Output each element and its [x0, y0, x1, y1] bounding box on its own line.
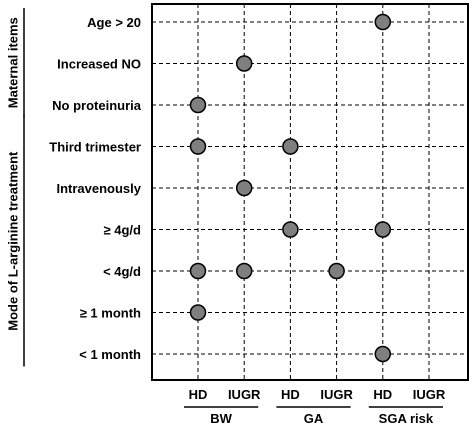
data-point [237, 264, 252, 279]
data-point [283, 139, 298, 154]
row-group-label: Maternal items [6, 17, 21, 108]
column-label: IUGR [320, 387, 353, 402]
column-group-label: GA [304, 411, 324, 426]
data-point [191, 139, 206, 154]
plot-frame [152, 4, 468, 380]
row-label: No proteinuria [52, 98, 142, 113]
data-point [237, 56, 252, 71]
column-group-label: BW [210, 411, 232, 426]
row-label: Increased NO [57, 57, 141, 72]
data-point [283, 222, 298, 237]
data-point [375, 15, 390, 30]
data-point [375, 347, 390, 362]
column-group-label: SGA risk [379, 411, 434, 426]
row-label: ≥ 1 month [80, 306, 141, 321]
column-label: HD [373, 387, 392, 402]
data-point [237, 181, 252, 196]
grid-lines [152, 4, 468, 380]
row-label: Third trimester [49, 140, 141, 155]
row-group-label: Mode of L-arginine treatment [6, 151, 21, 331]
data-point [191, 264, 206, 279]
column-label: IUGR [413, 387, 446, 402]
data-point [329, 264, 344, 279]
column-label: HD [281, 387, 300, 402]
row-labels: Age > 20 Increased NO No proteinuria Third … [49, 15, 142, 362]
data-point [191, 98, 206, 113]
column-label: IUGR [228, 387, 261, 402]
row-label: Intravenously [56, 181, 141, 196]
column-labels: HD IUGR HD IUGR HD IUGR [189, 387, 446, 402]
data-point [375, 222, 390, 237]
row-label: < 1 month [79, 347, 141, 362]
data-point [191, 305, 206, 320]
row-label: < 4g/d [103, 264, 141, 279]
row-label: Age > 20 [87, 15, 141, 30]
row-label: ≥ 4g/d [104, 223, 142, 238]
column-label: HD [189, 387, 208, 402]
